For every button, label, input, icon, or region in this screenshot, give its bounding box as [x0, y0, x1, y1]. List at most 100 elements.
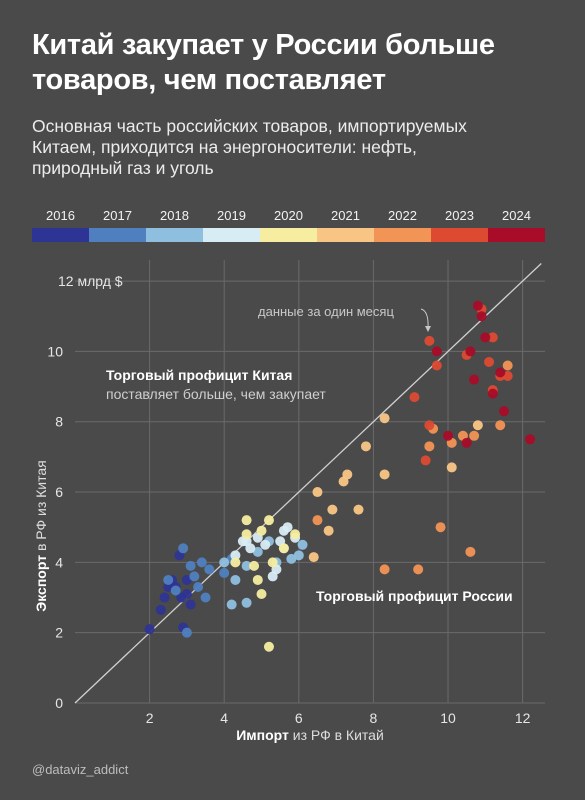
monthly-data-note: данные за один месяц: [258, 304, 394, 319]
point-2021-11: [446, 462, 457, 473]
author-credit: @dataviz_addict: [32, 762, 129, 777]
point-2023-2: [420, 455, 431, 466]
legend-swatch-2021: [317, 228, 374, 242]
point-2020-2: [241, 529, 252, 540]
legend-year-2018: 2018: [160, 208, 189, 223]
x-tick-label-4: 4: [220, 710, 228, 726]
point-2021-10: [379, 413, 390, 424]
point-2018-4: [252, 546, 263, 557]
y-tick-label-2: 2: [55, 625, 63, 641]
point-2023-5: [431, 360, 442, 371]
x-axis-title-rest: из РФ в Китай: [289, 727, 384, 743]
subtitle-line-3: природный газ и уголь: [32, 158, 214, 178]
point-2024-5: [472, 300, 483, 311]
x-tick-label-2: 2: [146, 710, 154, 726]
title-line-2: товаров, чем поставляет: [32, 64, 386, 96]
point-2023-11: [502, 371, 513, 382]
point-2020-11: [278, 543, 289, 554]
legend-swatch-2016: [32, 228, 89, 242]
point-2017-6: [189, 571, 200, 582]
point-2021-7: [379, 469, 390, 480]
point-2020-5: [252, 574, 263, 585]
legend-year-2020: 2020: [274, 208, 303, 223]
x-tick-label-10: 10: [440, 710, 456, 726]
legend-swatch-2022: [374, 228, 431, 242]
point-2021-6: [353, 504, 364, 515]
point-2023-8: [484, 356, 495, 367]
title-line-1: Китай закупает у России больше: [32, 29, 495, 61]
point-2024-4: [465, 346, 476, 357]
x-axis-title: Импорт из РФ в Китай: [236, 727, 384, 743]
point-2024-7: [480, 332, 491, 343]
point-2017-2: [170, 585, 181, 596]
point-2022-4: [424, 441, 435, 452]
y-axis-title-bold: Экспорт: [33, 555, 49, 612]
x-tick-label-6: 6: [295, 710, 303, 726]
point-2016-1: [144, 624, 155, 635]
legend-year-2017: 2017: [103, 208, 132, 223]
point-2017-10: [204, 564, 215, 575]
legend-swatch-2020: [260, 228, 317, 242]
legend-swatch-2018: [146, 228, 203, 242]
point-2023-1: [409, 392, 420, 403]
point-2016-12: [185, 599, 196, 610]
page-subtitle: Основная часть российских товаров, импор…: [32, 116, 562, 179]
point-2017-7: [193, 581, 204, 592]
point-2017-5: [185, 560, 196, 571]
point-2017-8: [196, 557, 207, 568]
point-2018-10: [297, 539, 308, 550]
x-tick-label-12: 12: [515, 710, 531, 726]
year-color-legend: 2016 2017 2018 2019 2020 2021 2022 2023 2024: [32, 208, 546, 244]
point-2020-3: [241, 515, 252, 526]
point-2016-11: [181, 574, 192, 585]
point-2021-1: [308, 552, 319, 563]
point-2019-1: [230, 550, 241, 561]
point-2020-10: [263, 641, 274, 652]
legend-year-2022: 2022: [388, 208, 417, 223]
y-tick-label-12: 12 млрд $: [58, 273, 123, 289]
y-tick-label-6: 6: [55, 484, 63, 500]
point-2020-9: [267, 557, 278, 568]
legend-year-2024: 2024: [502, 208, 531, 223]
point-2023-12: [487, 332, 498, 343]
monthly-note-arrowhead: [425, 326, 431, 332]
subtitle-line-1: Основная часть российских товаров, импор…: [32, 116, 467, 136]
legend-year-2016: 2016: [46, 208, 75, 223]
legend-swatch-2017: [89, 228, 146, 242]
point-2021-3: [327, 504, 338, 515]
point-2024-2: [443, 430, 454, 441]
legend-swatch-2023: [431, 228, 488, 242]
point-2020-8: [263, 515, 274, 526]
y-axis-title: Экспорт в РФ из Китая: [33, 460, 49, 611]
point-2020-6: [256, 525, 267, 536]
point-2018-12: [241, 597, 252, 608]
point-2018-8: [286, 553, 297, 564]
russia-surplus-label: Торговый профицит России: [316, 588, 513, 604]
point-2018-3: [241, 560, 252, 571]
point-2018-11: [226, 599, 237, 610]
point-2017-1: [163, 574, 174, 585]
point-2022-11: [495, 420, 506, 431]
point-2019-5: [260, 539, 271, 550]
legend-year-2021: 2021: [331, 208, 360, 223]
point-2022-9: [465, 546, 476, 557]
point-2017-4: [181, 627, 192, 638]
point-2021-5: [342, 469, 353, 480]
point-2021-12: [472, 420, 483, 431]
point-2017-9: [200, 592, 211, 603]
x-axis-title-bold: Импорт: [236, 727, 289, 743]
legend-year-2023: 2023: [445, 208, 474, 223]
point-2023-3: [424, 420, 435, 431]
point-2024-9: [495, 367, 506, 378]
point-2021-9: [360, 441, 371, 452]
point-2020-4: [249, 560, 260, 571]
point-2024-6: [476, 311, 487, 322]
point-2024-12: [469, 374, 480, 385]
point-2021-2: [323, 525, 334, 536]
point-2024-10: [498, 406, 509, 417]
legend-swatch-2024: [488, 228, 545, 242]
point-2020-12: [290, 529, 301, 540]
point-2017-11: [219, 567, 230, 578]
chart-annotations: данные за один месяц Торговый профицит К…: [106, 304, 513, 604]
point-2016-3: [159, 592, 170, 603]
